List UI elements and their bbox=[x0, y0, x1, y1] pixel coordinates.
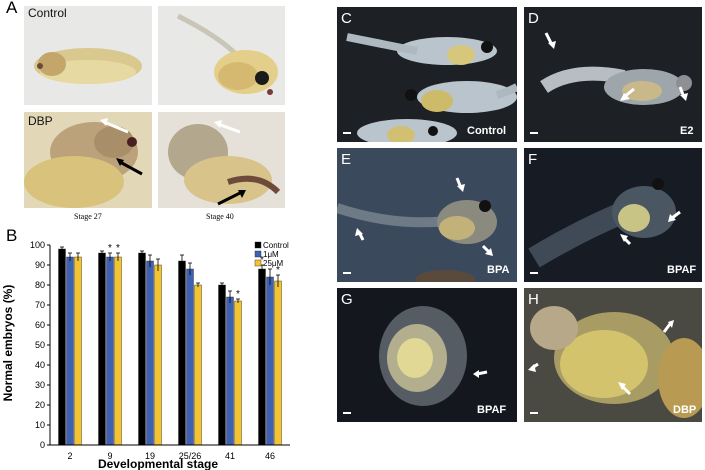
scale-bar-f bbox=[530, 272, 538, 274]
photo-a-control-stage40 bbox=[158, 6, 285, 105]
photo-tag-c: Control bbox=[467, 125, 507, 137]
scale-bar-e bbox=[343, 272, 351, 274]
photo-tag-g: BPAF bbox=[477, 404, 507, 416]
significance-mark: * bbox=[116, 243, 120, 254]
significance-mark: * bbox=[260, 255, 264, 266]
control-label: Control bbox=[28, 6, 67, 20]
legend-swatch bbox=[254, 241, 262, 249]
photo-e-bpa bbox=[337, 148, 517, 282]
scale-bar-c bbox=[343, 132, 351, 134]
x-tick-label: 2 bbox=[67, 451, 72, 461]
bar bbox=[106, 256, 114, 446]
panel-label-d: D bbox=[528, 10, 539, 27]
panel-label-b: B bbox=[6, 226, 18, 245]
photo-tag-h: DBP bbox=[673, 404, 697, 416]
photo-tag-f: BPAF bbox=[667, 264, 697, 276]
y-tick-label: 20 bbox=[35, 400, 45, 410]
photo-h-dbp bbox=[524, 288, 702, 422]
photo-a-dbp-stage27 bbox=[24, 112, 152, 208]
tadpole-bpaf-f bbox=[528, 178, 681, 268]
bar bbox=[274, 280, 282, 446]
photo-a-control-stage27 bbox=[24, 6, 152, 105]
panel-label-a: A bbox=[6, 0, 18, 17]
photo-c-control bbox=[337, 7, 517, 142]
bar bbox=[226, 296, 234, 446]
photo-d-e2 bbox=[524, 7, 702, 142]
bar bbox=[266, 276, 274, 446]
tadpole-dbp-stage40 bbox=[158, 112, 285, 208]
panel-label-c: C bbox=[341, 10, 352, 27]
stage-40-caption: Stage 40 bbox=[206, 212, 234, 221]
y-tick-label: 60 bbox=[35, 320, 45, 330]
legend-swatch bbox=[254, 250, 262, 258]
x-tick-label: 41 bbox=[225, 451, 235, 461]
x-tick-label: 9 bbox=[107, 451, 112, 461]
embryo-control-stage27 bbox=[34, 48, 142, 84]
embryo-dbp-stage27 bbox=[24, 112, 152, 208]
y-tick-label: 70 bbox=[35, 300, 45, 310]
stage-27-caption: Stage 27 bbox=[74, 212, 102, 221]
panel-label-e: E bbox=[341, 151, 352, 168]
panel-label-h: H bbox=[528, 291, 539, 308]
bar-chart: * * * * * 0 10 20 30 40 50 60 70 80 90 100 2 9 19 25/26 41 4… bbox=[1, 240, 290, 470]
tadpole-e2 bbox=[540, 32, 692, 105]
bar bbox=[74, 256, 82, 446]
panel-label-f: F bbox=[528, 151, 538, 168]
photo-f-bpaf bbox=[524, 148, 702, 282]
scale-bar-g bbox=[343, 412, 351, 414]
bar bbox=[138, 252, 146, 446]
bar bbox=[66, 256, 74, 446]
significance-mark: * bbox=[276, 265, 280, 276]
legend-entry: 25μM bbox=[263, 259, 284, 268]
y-tick-label: 10 bbox=[35, 420, 45, 430]
bar bbox=[178, 260, 186, 446]
y-axis-label: Normal embryos (%) bbox=[1, 285, 15, 402]
x-tick-label: 19 bbox=[145, 451, 155, 461]
y-tick-label: 30 bbox=[35, 380, 45, 390]
photo-g-bpaf bbox=[337, 288, 517, 422]
x-axis-label: Developmental stage bbox=[98, 457, 218, 470]
legend-swatch bbox=[254, 259, 262, 267]
bar bbox=[218, 284, 226, 446]
scale-bar-d bbox=[530, 132, 538, 134]
bar bbox=[194, 284, 202, 446]
embryo-dbp-h bbox=[528, 306, 702, 418]
y-tick-label: 80 bbox=[35, 280, 45, 290]
photo-a-dbp-stage40 bbox=[158, 112, 285, 208]
significance-mark: * bbox=[236, 289, 240, 300]
bar bbox=[234, 300, 242, 446]
y-tick-label: 0 bbox=[40, 440, 45, 450]
tadpole-bpa bbox=[337, 177, 497, 282]
legend-entry: Control bbox=[263, 241, 289, 250]
tadpole-control-stage40 bbox=[176, 13, 278, 95]
bar bbox=[114, 256, 122, 446]
y-tick-label: 100 bbox=[30, 240, 45, 250]
dbp-label: DBP bbox=[28, 114, 53, 128]
x-tick-label: 25/26 bbox=[179, 451, 202, 461]
photo-tag-e: BPA bbox=[487, 264, 510, 276]
y-tick-label: 90 bbox=[35, 260, 45, 270]
y-tick-label: 50 bbox=[35, 340, 45, 350]
photo-tag-d: E2 bbox=[680, 125, 694, 137]
bar bbox=[154, 264, 162, 446]
x-tick-label: 46 bbox=[265, 451, 275, 461]
bar bbox=[258, 268, 266, 446]
bar bbox=[186, 268, 194, 446]
bar bbox=[146, 260, 154, 446]
panel-label-g: G bbox=[341, 291, 353, 308]
bar bbox=[98, 252, 106, 446]
legend-entry: 1μM bbox=[263, 250, 279, 259]
significance-mark: * bbox=[108, 243, 112, 254]
bar bbox=[58, 248, 66, 446]
embryo-bpaf-g bbox=[379, 306, 488, 406]
tadpoles-control bbox=[346, 33, 517, 142]
scale-bar-h bbox=[530, 412, 538, 414]
y-tick-label: 40 bbox=[35, 360, 45, 370]
